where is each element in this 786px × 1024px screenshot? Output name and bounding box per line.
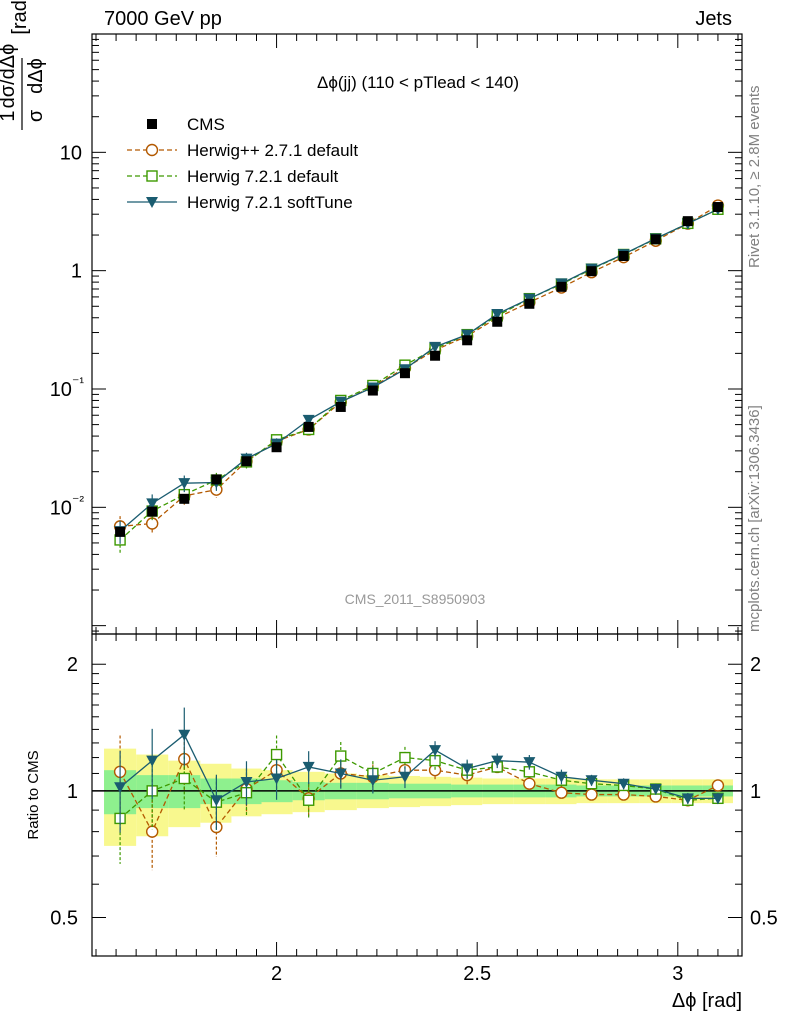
y-label-numerator-1: 1 <box>0 110 19 121</box>
main-point-herwig-7-2-1-softtune <box>461 329 474 341</box>
x-tick-label: 2 <box>271 963 282 985</box>
labels-layer: 10⁻² 10⁻¹ 1 10 0.5 0.5 1 1 2 2 2 2.5 3 CMS Herwig++ 2.… <box>0 0 778 1012</box>
ratio-point-herwig-7-2-1-default <box>270 748 283 761</box>
series-layer <box>113 199 725 871</box>
main-point-cms <box>241 456 252 467</box>
main-point-cms <box>399 368 410 379</box>
ratio-point-herwig-7-2-1-default <box>302 794 315 806</box>
main-y-axis-label: 1dσ/dΔϕ σ dΔϕ [rad⁻¹] <box>0 0 47 130</box>
ratio-point-herwig-7-2-1-default <box>178 772 190 785</box>
ratio-y-tick-label-right: 0.5 <box>750 908 778 930</box>
plot-frames <box>91 33 743 957</box>
ratio-point-herwig-7-2-1-softtune <box>210 795 223 807</box>
ratio-y-tick-label: 1 <box>67 781 78 803</box>
legend-label-herwig-2-7-1-default: Herwig++ 2.7.1 default <box>187 141 358 160</box>
main-point-cms <box>618 251 629 262</box>
ratio-y-tick-label: 2 <box>67 654 78 676</box>
main-point-cms <box>524 298 535 309</box>
main-point-cms <box>211 474 222 485</box>
ratio-point-herwig-7-2-1-softtune <box>270 773 283 785</box>
main-point-cms <box>586 266 597 277</box>
ratio-point-herwig-2-7-1-default <box>523 777 536 790</box>
main-point-herwig-7-2-1-softtune <box>429 341 442 353</box>
ratio-point-herwig-7-2-1-softtune <box>146 755 159 767</box>
legend-marker-herwig-2-7-1-default <box>145 143 159 157</box>
ratio-point-herwig-7-2-1-softtune <box>302 761 315 773</box>
legend-marker-herwig-7-2-1-softtune <box>146 197 158 208</box>
ratio-point-herwig-7-2-1-softtune <box>114 782 127 794</box>
y-label-denominator-1: σ <box>25 109 47 122</box>
main-point-cms <box>335 401 346 412</box>
analysis-watermark: CMS_2011_S8950903 <box>345 591 486 607</box>
y-tick-label: 10⁻¹ <box>50 374 85 401</box>
ratio-point-herwig-2-7-1-default <box>711 779 725 792</box>
ratio-point-herwig-2-7-1-default <box>555 786 568 799</box>
x-tick-label: 2.5 <box>463 963 491 985</box>
main-point-herwig-7-2-1-softtune <box>146 498 159 510</box>
y-tick-label: 10 <box>60 142 82 164</box>
main-point-cms <box>179 493 190 504</box>
y-label-units: [rad⁻¹] <box>9 0 31 35</box>
ratio-point-herwig-7-2-1-softtune <box>178 729 191 741</box>
ratio-point-herwig-7-2-1-softtune <box>429 745 442 757</box>
ratio-point-herwig-7-2-1-softtune <box>334 768 347 780</box>
ratio-point-herwig-2-7-1-default <box>145 825 159 838</box>
cms-uncertainty-bands <box>92 748 742 846</box>
header-process-label: 7000 GeV pp <box>104 8 222 30</box>
main-point-cms <box>556 281 567 292</box>
main-point-herwig-7-2-1-softtune <box>302 414 315 426</box>
main-point-cms <box>462 335 473 346</box>
ratio-point-herwig-7-2-1-softtune <box>366 775 379 787</box>
legend-label-cms: CMS <box>187 115 225 134</box>
main-point-cms <box>650 234 661 245</box>
ratio-y-tick-label-right: 2 <box>750 654 761 676</box>
ratio-y-axis-label: Ratio to CMS <box>25 750 42 839</box>
main-point-cms <box>492 316 503 327</box>
ratio-plot-frame <box>91 633 743 957</box>
y-label-denominator-2: dΔϕ <box>25 58 47 94</box>
legend-label-herwig-7-2-1-default: Herwig 7.2.1 default <box>187 167 338 186</box>
main-point-cms <box>682 216 693 227</box>
y-tick-label: 1 <box>71 261 82 283</box>
ratio-point-herwig-7-2-1-softtune <box>523 757 536 769</box>
main-point-cms <box>147 506 158 517</box>
ratio-point-herwig-7-2-1-softtune <box>555 771 568 783</box>
legend-marker-herwig-7-2-1-default <box>146 170 158 182</box>
ratio-point-herwig-7-2-1-softtune <box>585 775 598 787</box>
axes-ticks <box>92 33 742 956</box>
legend-marker-cms <box>147 119 157 129</box>
ratio-point-herwig-7-2-1-softtune <box>649 784 662 796</box>
ratio-point-herwig-7-2-1-softtune <box>681 793 694 805</box>
legend-label-herwig-7-2-1-softtune: Herwig 7.2.1 softTune <box>187 193 353 212</box>
ratio-point-herwig-7-2-1-softtune <box>461 763 474 775</box>
y-tick-label: 10⁻² <box>50 492 85 519</box>
ratio-point-herwig-7-2-1-softtune <box>711 793 724 805</box>
ratio-point-herwig-2-7-1-default <box>585 788 598 801</box>
y-label-numerator-2: dσ/dΔϕ <box>0 44 19 109</box>
main-point-herwig-7-2-1-softtune <box>491 309 504 321</box>
chart-title: Δϕ(jj) (110 < pTlead < 140) <box>317 73 519 92</box>
ratio-y-tick-label: 0.5 <box>50 908 78 930</box>
main-point-herwig-7-2-1-softtune <box>178 478 191 490</box>
x-axis-label: Δϕ [rad] <box>672 990 742 1012</box>
ratio-point-herwig-7-2-1-softtune <box>617 778 630 790</box>
main-point-cms <box>115 526 126 537</box>
ratio-point-herwig-7-2-1-softtune <box>398 771 411 783</box>
main-point-cms <box>712 202 723 213</box>
main-point-cms <box>430 350 441 361</box>
main-point-cms <box>367 385 378 396</box>
main-point-cms <box>303 421 314 432</box>
ratio-y-tick-label-right: 1 <box>750 781 761 803</box>
header-category-label: Jets <box>695 8 732 30</box>
x-tick-label: 3 <box>672 963 683 985</box>
main-point-cms <box>271 442 282 453</box>
ratio-point-herwig-7-2-1-softtune <box>491 755 504 767</box>
ratio-point-herwig-7-2-1-default <box>399 751 411 764</box>
ratio-line-herwig-7-2-1-softtune <box>119 733 718 802</box>
ratio-point-herwig-7-2-1-softtune <box>240 776 253 788</box>
